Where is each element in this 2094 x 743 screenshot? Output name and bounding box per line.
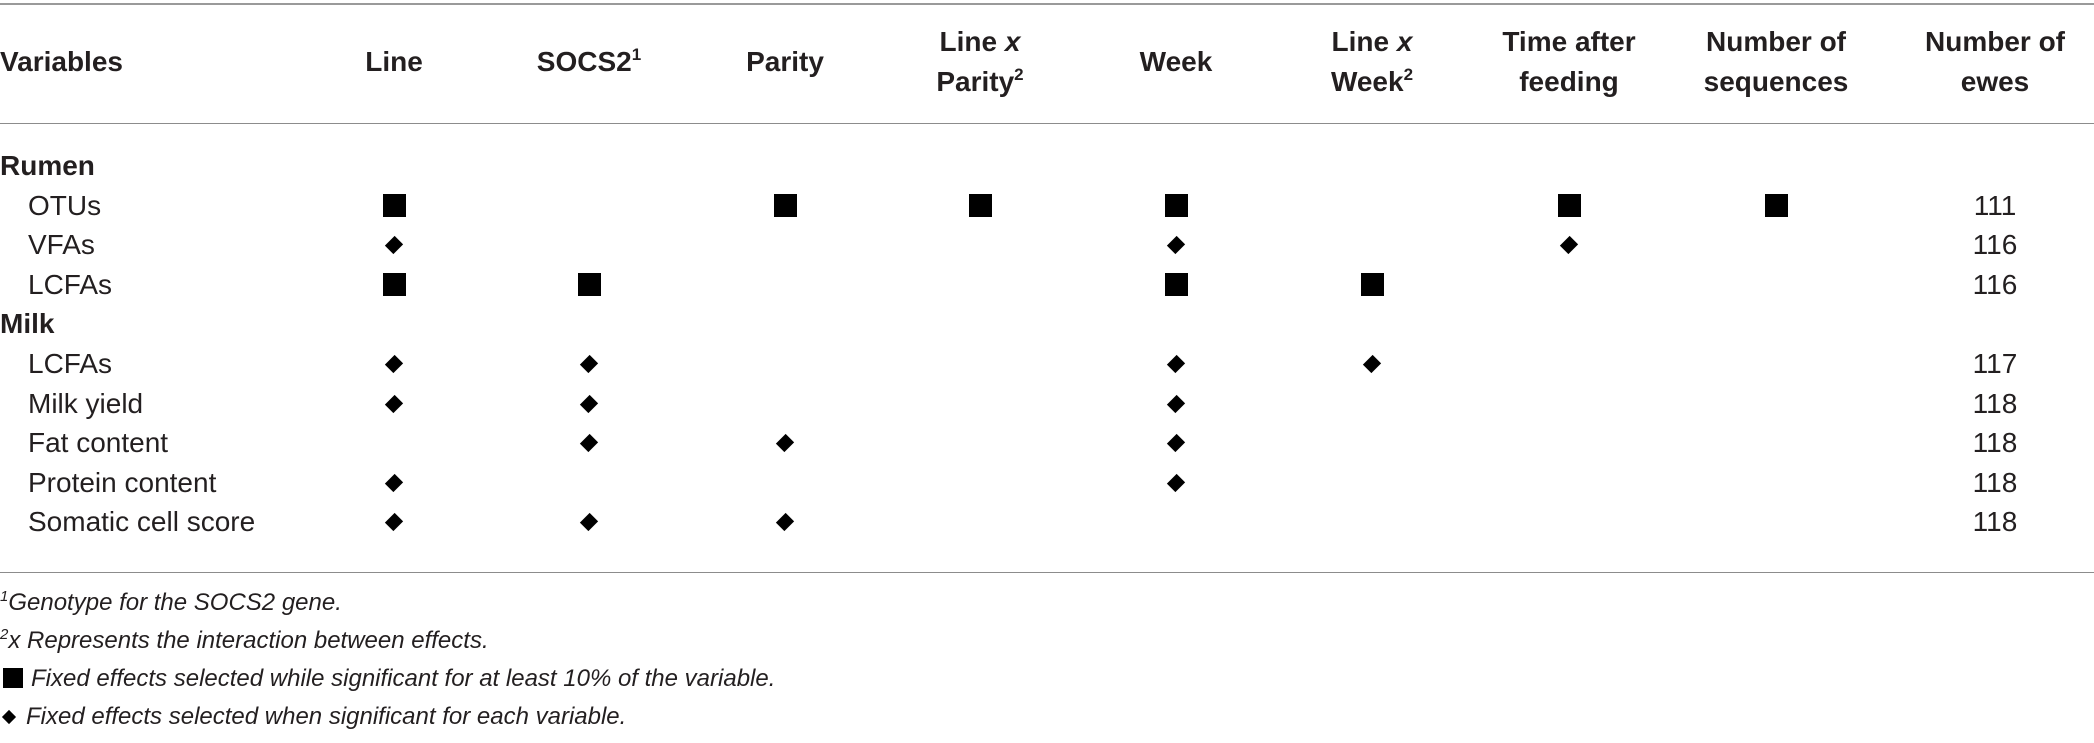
square-marker-icon bbox=[1746, 186, 1806, 226]
ewes-count: 118 bbox=[1972, 466, 2018, 498]
section-title: Milk bbox=[0, 308, 55, 340]
row-label: VFAs bbox=[28, 229, 95, 261]
section-header-row: Milk bbox=[0, 304, 2094, 344]
table-bottom-rule bbox=[0, 572, 2094, 573]
header-socs2: SOCS21 bbox=[536, 45, 642, 77]
table-row: Somatic cell score 118 bbox=[0, 502, 2094, 542]
diamond-symbol-icon bbox=[1, 709, 17, 725]
ewes-count: 116 bbox=[1972, 268, 2018, 300]
diamond-marker-icon bbox=[1342, 344, 1402, 384]
table-row: OTUs 111 bbox=[0, 186, 2094, 226]
table-row: LCFAs 116 bbox=[0, 265, 2094, 305]
diamond-marker-icon bbox=[1146, 344, 1206, 384]
footnote-2: 2x Represents the interaction between ef… bbox=[0, 626, 489, 654]
diamond-marker-icon bbox=[755, 423, 815, 463]
table-row: VFAs 116 bbox=[0, 225, 2094, 265]
table-row: Milk yield 118 bbox=[0, 384, 2094, 424]
row-label: Somatic cell score bbox=[28, 506, 256, 538]
row-label: Protein content bbox=[28, 466, 217, 498]
row-label: Milk yield bbox=[28, 387, 144, 419]
square-marker-icon bbox=[1539, 186, 1599, 226]
diamond-marker-icon bbox=[559, 384, 619, 424]
header-number-of-sequences: Number of sequences bbox=[1703, 26, 1849, 97]
square-marker-icon bbox=[364, 186, 424, 226]
row-label: LCFAs bbox=[28, 348, 113, 379]
table-row: Fat content 118 bbox=[0, 423, 2094, 463]
diamond-marker-icon bbox=[559, 423, 619, 463]
section-title: Rumen bbox=[0, 150, 95, 181]
footnote-1: 1Genotype for the SOCS2 gene. bbox=[0, 588, 342, 616]
diamond-marker-icon bbox=[364, 344, 424, 384]
diamond-marker-icon bbox=[755, 502, 815, 542]
diamond-marker-icon bbox=[1146, 225, 1206, 265]
row-label: LCFAs bbox=[28, 268, 113, 300]
table-row: LCFAs 117 bbox=[0, 344, 2094, 384]
square-marker-icon bbox=[1146, 186, 1206, 226]
header-time-after-feeding: Time after feeding bbox=[1502, 26, 1636, 97]
diamond-marker-icon bbox=[1146, 384, 1206, 424]
footnote-4: Fixed effects selected when significant … bbox=[0, 700, 626, 734]
diamond-marker-icon bbox=[1146, 463, 1206, 503]
row-label: Fat content bbox=[28, 427, 169, 459]
diamond-marker-icon bbox=[559, 502, 619, 542]
diamond-marker-icon bbox=[364, 384, 424, 424]
square-marker-icon bbox=[364, 265, 424, 305]
square-marker-icon bbox=[559, 265, 619, 305]
square-marker-icon bbox=[950, 186, 1010, 226]
diamond-marker-icon bbox=[1146, 423, 1206, 463]
header-parity: Parity bbox=[746, 46, 824, 77]
square-marker-icon bbox=[755, 186, 815, 226]
square-marker-icon bbox=[1146, 265, 1206, 305]
header-line: Line bbox=[365, 46, 423, 77]
header-line-x-parity: Line x Parity2 bbox=[936, 26, 1024, 97]
ewes-count: 111 bbox=[1973, 189, 2017, 221]
ewes-count: 118 bbox=[1972, 387, 2018, 419]
diamond-marker-icon bbox=[559, 344, 619, 384]
ewes-count: 118 bbox=[1972, 506, 2018, 538]
diamond-marker-icon bbox=[364, 225, 424, 265]
header-line-x-week: Line x Week2 bbox=[1330, 26, 1414, 97]
table-top-rule bbox=[0, 3, 2094, 5]
header-week: Week bbox=[1139, 46, 1213, 77]
header-variables: Variables bbox=[0, 46, 123, 77]
diamond-marker-icon bbox=[1539, 225, 1599, 265]
ewes-count: 118 bbox=[1972, 427, 2018, 459]
ewes-count: 117 bbox=[1972, 348, 2018, 379]
square-symbol-icon bbox=[3, 668, 23, 688]
header-number-of-ewes: Number of ewes bbox=[1925, 26, 2065, 97]
footnote-3: Fixed effects selected while significant… bbox=[0, 662, 775, 696]
diamond-marker-icon bbox=[364, 463, 424, 503]
square-marker-icon bbox=[1342, 265, 1402, 305]
header-bottom-rule bbox=[0, 123, 2094, 124]
row-label: OTUs bbox=[28, 189, 102, 221]
table-row: Protein content 118 bbox=[0, 463, 2094, 503]
section-header-row: Rumen bbox=[0, 146, 2094, 186]
ewes-count: 116 bbox=[1972, 229, 2018, 261]
diamond-marker-icon bbox=[364, 502, 424, 542]
